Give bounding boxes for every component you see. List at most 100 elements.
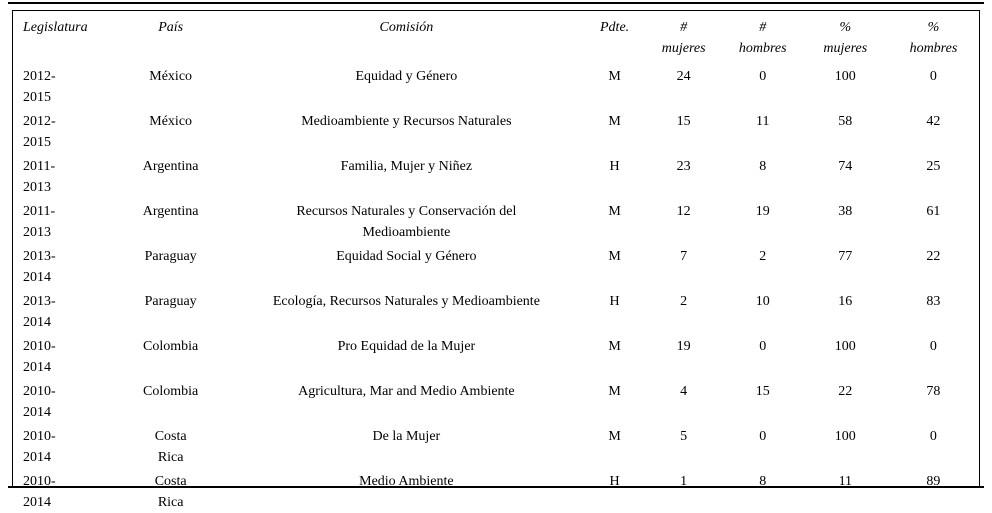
cell-pct-mujeres: 22 [838,384,853,399]
cell-legislatura: 2013- 2014 [13,243,113,288]
cell-num-mujeres: 7 [680,249,688,264]
table-row: 2011- 2013 Argentina Recursos Naturales y… [13,198,979,243]
cell-num-mujeres: 15 [676,114,691,129]
header-label: Pdte. [600,20,630,35]
cell-legislatura: 2011- 2013 [13,153,113,198]
cell-num-hombres: 11 [755,114,770,129]
cell-pais: Costa Rica [113,468,228,513]
cell-line: Costa [154,474,187,489]
header-label: País [158,20,184,35]
cell-num-hombres: 0 [759,69,767,84]
cell-line: 2010- [23,339,56,354]
cell-comision: Familia, Mujer y Niñez [228,153,584,198]
cell-pais: México [113,63,228,108]
cell-comision: Equidad y Género [228,63,584,108]
cell-comision: Medio Ambiente [228,468,584,513]
cell-line: Colombia [143,384,199,399]
cell-pct-hombres: 83 [926,294,941,309]
header-label: % [839,20,852,35]
cell-num-mujeres: 2 [680,294,688,309]
cell-line: Agricultura, Mar and Medio Ambiente [298,384,515,399]
cell-line: 2014 [23,270,51,285]
top-rule [8,2,984,4]
cell-pct-mujeres: 74 [838,159,853,174]
cell-line: 2014 [23,405,51,420]
cell-line: Colombia [143,339,199,354]
table-row: 2010- 2014 Colombia Agricultura, Mar and … [13,378,979,423]
cell-line: Recursos Naturales y Conservación del [296,204,517,219]
header-label: Comisión [379,20,434,35]
cell-line: México [149,69,193,84]
cell-line: 2015 [23,135,51,150]
column-header-pais: País [113,11,228,63]
cell-num-mujeres: 24 [676,69,691,84]
header-label: % [927,20,940,35]
header-label: mujeres [661,41,706,56]
cell-comision: Ecología, Recursos Naturales y Medioambi… [228,288,584,333]
cell-num-hombres: 0 [759,429,767,444]
cell-line: Medio Ambiente [359,474,454,489]
cell-pais: Colombia [113,378,228,423]
cell-line: Medioambiente y Recursos Naturales [301,114,512,129]
column-header-num-mujeres: # mujeres [645,11,723,63]
committees-table: Legislatura País Comisión Pdte. # [12,10,980,510]
cell-pais: Argentina [113,198,228,243]
cell-line: 2010- [23,429,56,444]
header-row: Legislatura País Comisión Pdte. # [13,11,979,63]
cell-pais: Argentina [113,153,228,198]
table-row: 2012- 2015 México Equidad y Género M 24 0… [13,63,979,108]
cell-pct-mujeres: 16 [838,294,853,309]
column-header-num-hombres: # hombres [723,11,803,63]
cell-pdte: H [609,159,620,174]
cell-line: Ecología, Recursos Naturales y Medioambi… [272,294,540,309]
cell-pct-hombres: 25 [926,159,941,174]
cell-pct-hombres: 42 [926,114,941,129]
cell-pdte: M [608,339,621,354]
cell-pct-hombres: 0 [929,69,937,84]
cell-line: Costa [154,429,187,444]
cell-pct-mujeres: 100 [834,339,856,354]
cell-pct-hombres: 89 [926,474,941,489]
cell-comision: Recursos Naturales y Conservación del Med… [228,198,584,243]
cell-pct-mujeres: 58 [838,114,853,129]
cell-line: Argentina [142,159,199,174]
header-label: # [759,20,767,35]
cell-line: Paraguay [144,249,197,264]
cell-pdte: M [608,69,621,84]
cell-line: 2014 [23,360,51,375]
header-label: Legislatura [23,20,88,35]
cell-legislatura: 2010- 2014 [13,468,113,513]
cell-comision: Equidad Social y Género [228,243,584,288]
header-label: hombres [738,41,787,56]
cell-pct-mujeres: 11 [838,474,853,489]
cell-line: 2013- [23,249,56,264]
cell-line: 2013 [23,225,51,240]
cell-num-hombres: 10 [755,294,770,309]
cell-num-mujeres: 4 [680,384,688,399]
cell-line: Argentina [142,204,199,219]
cell-line: Pro Equidad de la Mujer [337,339,476,354]
cell-pdte: M [608,429,621,444]
bottom-rule [8,486,984,488]
header-label: # [680,20,688,35]
cell-line: Rica [157,450,184,465]
column-header-legislatura: Legislatura [13,11,113,63]
cell-pais: Paraguay [113,288,228,333]
cell-line: Familia, Mujer y Niñez [340,159,473,174]
table-row: 2013- 2014 Paraguay Equidad Social y Géne… [13,243,979,288]
cell-pct-mujeres: 77 [838,249,853,264]
cell-pais: Colombia [113,333,228,378]
cell-pais: México [113,108,228,153]
cell-pct-hombres: 0 [929,429,937,444]
column-header-pct-mujeres: % mujeres [803,11,888,63]
cell-line: Equidad Social y Género [336,249,477,264]
cell-line: 2012- [23,114,56,129]
cell-comision: Agricultura, Mar and Medio Ambiente [228,378,584,423]
cell-pct-mujeres: 100 [834,69,856,84]
cell-num-hombres: 19 [755,204,770,219]
cell-comision: De la Mujer [228,423,584,468]
cell-legislatura: 2012- 2015 [13,108,113,153]
cell-pct-mujeres: 38 [838,204,853,219]
cell-pais: Costa Rica [113,423,228,468]
header-label: mujeres [823,41,868,56]
